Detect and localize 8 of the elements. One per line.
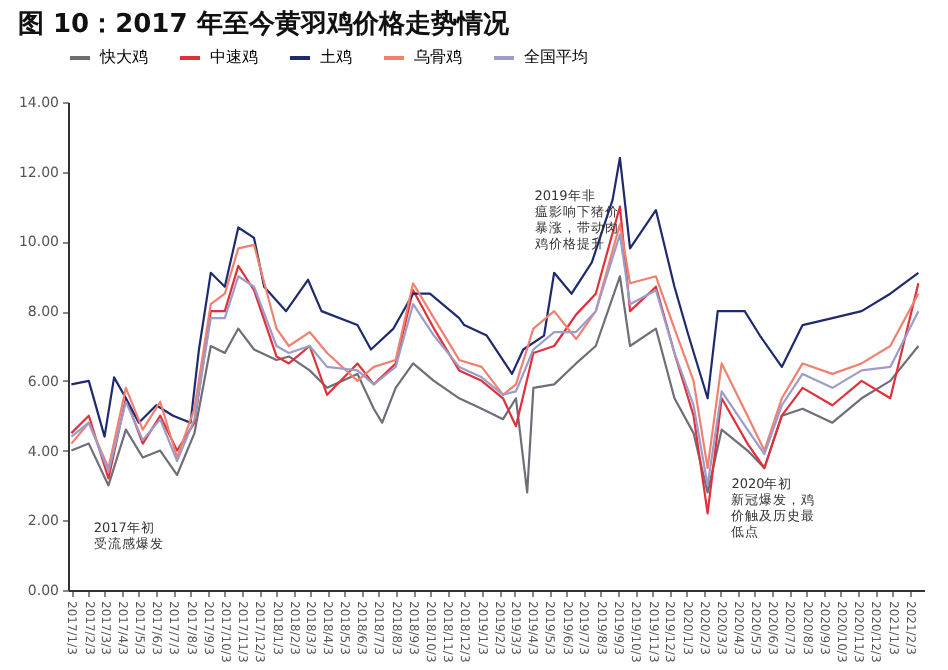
legend-label: 乌骨鸡 bbox=[414, 48, 462, 66]
legend-label: 中速鸡 bbox=[210, 48, 258, 66]
legend-label: 快大鸡 bbox=[98, 48, 148, 66]
legend-label: 土鸡 bbox=[320, 48, 352, 66]
line-series bbox=[70, 275, 920, 494]
legend-label: 全国平均 bbox=[524, 48, 588, 66]
line-series bbox=[70, 156, 920, 438]
chart-title: 图 10：2017 年至今黄羽鸡价格走势情况 bbox=[17, 8, 511, 40]
